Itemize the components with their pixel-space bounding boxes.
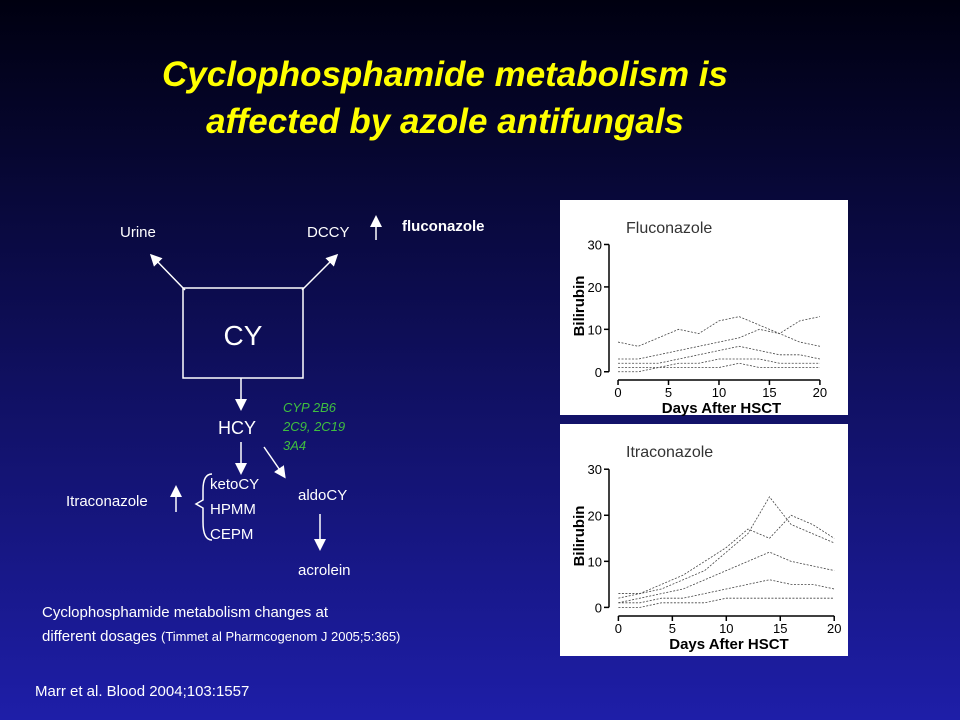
node-label: HPMM — [210, 501, 256, 518]
citation: Marr et al. Blood 2004;103:1557 — [35, 683, 249, 700]
title: affected by azole antifungals — [206, 102, 684, 141]
data-line — [618, 551, 835, 604]
node-label: acrolein — [298, 562, 351, 579]
x-axis-label: Days After HSCT — [669, 636, 788, 653]
node-label: CY — [224, 320, 263, 351]
x-tick-label: 10 — [712, 385, 726, 400]
enzyme: CYP 2B6 — [283, 400, 337, 415]
y-tick-label: 0 — [595, 365, 602, 380]
node-label: Itraconazole — [66, 493, 148, 510]
chart-panel — [560, 424, 848, 656]
y-axis-label: Bilirubin — [571, 276, 588, 337]
data-line — [618, 496, 835, 599]
y-tick-label: 10 — [588, 322, 602, 337]
data-line — [618, 579, 835, 604]
data-line — [618, 597, 835, 608]
y-tick-label: 30 — [588, 462, 602, 477]
y-tick-label: 20 — [588, 508, 602, 523]
data-line — [618, 345, 820, 364]
x-tick-label: 10 — [719, 621, 733, 636]
x-tick-label: 20 — [813, 385, 827, 400]
x-tick-label: 0 — [614, 385, 621, 400]
x-tick-label: 15 — [762, 385, 776, 400]
x-tick-label: 5 — [669, 621, 676, 636]
x-tick-label: 0 — [615, 621, 622, 636]
chart-title: Itraconazole — [626, 444, 713, 461]
y-tick-label: 10 — [588, 554, 602, 569]
x-tick-label: 20 — [827, 621, 841, 636]
x-tick-label: 15 — [773, 621, 787, 636]
arrow — [263, 446, 286, 479]
caption-text: different dosages — [42, 628, 157, 645]
bracket — [194, 473, 213, 541]
node-label: aldoCY — [298, 487, 347, 504]
x-axis-label: Days After HSCT — [662, 400, 781, 417]
title: Cyclophosphamide metabolism is — [162, 55, 728, 94]
x-tick-label: 5 — [665, 385, 672, 400]
data-line — [618, 362, 820, 373]
data-line — [618, 358, 820, 368]
caption: Cyclophosphamide metabolism changes at — [42, 604, 329, 621]
node-label: ketoCY — [210, 476, 259, 493]
data-line — [617, 316, 820, 347]
caption: different dosages (Timmet al Pharmcogeno… — [42, 628, 400, 645]
chart-panel — [560, 200, 848, 415]
diagram: Urine DCCY fluconazole CY HCY CYP 2B6 2C… — [66, 215, 485, 579]
y-axis-label: Bilirubin — [571, 506, 588, 567]
arrow — [301, 253, 339, 291]
chart-title: Fluconazole — [626, 220, 712, 237]
y-tick-label: 0 — [595, 600, 602, 615]
node-label: Urine — [120, 224, 156, 241]
box — [182, 287, 304, 379]
arrow — [149, 253, 186, 291]
node-label: HCY — [218, 418, 256, 438]
y-tick-label: 20 — [588, 280, 602, 295]
data-line — [618, 328, 820, 360]
caption-reference: (Timmet al Pharmcogenom J 2005;5:365) — [161, 629, 400, 644]
node-label: CEPM — [210, 526, 253, 543]
y-tick-label: 30 — [588, 237, 602, 252]
node-label: DCCY — [307, 224, 350, 241]
data-line — [618, 514, 835, 594]
enzyme: 2C9, 2C19 — [282, 419, 345, 434]
enzyme: 3A4 — [283, 438, 306, 453]
node-label: fluconazole — [402, 218, 485, 235]
